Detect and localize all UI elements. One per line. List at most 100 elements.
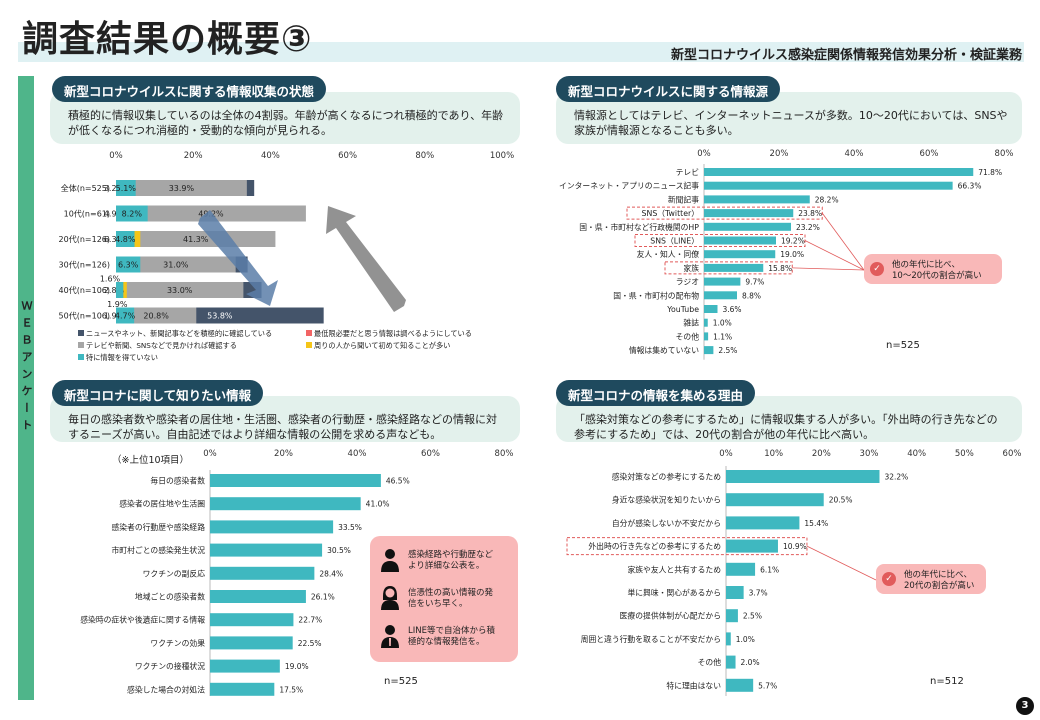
- data-label: 15.8%: [768, 264, 792, 273]
- sources-summary-text: 情報源としてはテレビ、インターネットニュースが多数。10～20代においては、SN…: [574, 109, 1008, 137]
- data-label: 1.0%: [736, 635, 755, 644]
- data-label: 31.0%: [163, 261, 189, 270]
- data-label: 2.0%: [741, 658, 760, 667]
- category-label: ワクチンの接種状況: [135, 661, 205, 671]
- data-label: 3.2%: [104, 184, 125, 193]
- x-tick-label: 80%: [415, 151, 434, 161]
- category-label: 地域ごとの感染者数: [135, 592, 205, 602]
- category-label: 毎日の感染者数: [150, 476, 205, 486]
- bar: [726, 493, 824, 507]
- x-tick-label: 0%: [203, 449, 217, 459]
- reasons-callout-line1: 他の年代に比べ、: [904, 570, 973, 580]
- bar: [210, 682, 275, 696]
- sources-heading: 新型コロナウイルスに関する情報源: [556, 76, 781, 102]
- bar: [704, 291, 737, 300]
- legend-label: 周りの人から聞いて初めて知ることが多い: [314, 341, 450, 350]
- data-label: 28.2%: [815, 195, 839, 204]
- x-tick-label: 60%: [338, 151, 357, 161]
- legend-swatch: [306, 330, 312, 336]
- voice-1-line1: 感染経路や行動歴など: [408, 550, 494, 560]
- category-label: 家族や友人と共有するため: [627, 564, 721, 574]
- bar: [704, 250, 776, 259]
- sources-callout: ✓ 他の年代に比べ、 10～20代の割合が高い: [864, 254, 1002, 284]
- category-label: 40代(n=106): [59, 285, 110, 295]
- data-label: 41.3%: [183, 235, 209, 244]
- reasons-summary-text: 「感染対策などの参考にするため」に情報収集する人が多い。「外出時の行き先などの参…: [574, 413, 998, 441]
- category-label: 家族: [683, 263, 699, 273]
- legend-label: 最低限必要だと思う情報は調べるようにしている: [314, 329, 472, 338]
- x-tick-label: 0%: [697, 149, 711, 159]
- category-label: インターネット・アプリのニュース記事: [559, 181, 699, 191]
- data-label: 33.5%: [338, 523, 362, 532]
- data-label: 8.8%: [742, 291, 761, 300]
- bar: [726, 678, 754, 692]
- category-label: 情報は集めていない: [629, 345, 699, 355]
- category-label: その他: [698, 657, 722, 667]
- x-tick-label: 60%: [421, 449, 440, 459]
- x-tick-label: 50%: [955, 449, 974, 459]
- x-tick-label: 10%: [764, 449, 783, 459]
- data-label: 3.7%: [749, 589, 768, 598]
- bar-segment: [116, 205, 148, 222]
- sidebar-strip: [18, 76, 34, 700]
- x-tick-label: 0%: [109, 151, 123, 161]
- voice-1: 感染経路や行動歴など より詳細な公表を。: [408, 550, 518, 572]
- bar: [210, 474, 381, 487]
- highlight-frame: [664, 261, 793, 275]
- category-label: 特に理由はない: [666, 680, 721, 690]
- x-tick-label: 20%: [184, 151, 203, 161]
- category-label: 感染対策などの参考にするため: [612, 472, 721, 482]
- wants-heading: 新型コロナに関して知りたい情報: [52, 380, 264, 406]
- category-label: 全体(n=525): [61, 183, 110, 193]
- reasons-callout-line2: 20代の割合が高い: [904, 581, 975, 591]
- bar: [704, 263, 764, 272]
- wants-chart: 0% 20% 40% 60% 80% 毎日の感染者数 46.5% 感染者の居住地や生活圏 41.…: [80, 449, 513, 696]
- data-label: 33.9%: [169, 184, 195, 193]
- x-tick-label: 40%: [348, 449, 367, 459]
- category-label: 50代(n=106): [59, 311, 110, 321]
- reasons-n: n=512: [930, 676, 964, 687]
- bar: [726, 539, 778, 553]
- trend-arrow-down: [198, 210, 278, 306]
- bar: [726, 609, 738, 623]
- sources-callout-line2: 10～20代の割合が高い: [892, 271, 982, 281]
- bar: [704, 332, 709, 341]
- category-label: 自分が感染しないか不安だから: [612, 518, 721, 528]
- data-label: 6.1%: [760, 565, 779, 574]
- data-label: 1.9%: [107, 300, 128, 309]
- bar: [704, 318, 708, 327]
- bar: [704, 181, 953, 190]
- category-label: 感染した場合の対処法: [127, 684, 205, 694]
- data-label: 8.2%: [122, 210, 143, 219]
- category-label: ワクチンの副反応: [143, 568, 206, 578]
- category-label: テレビ: [676, 168, 700, 177]
- legend-label: ニュースやネット、新聞記事などを積極的に確認している: [86, 329, 272, 338]
- bar: [704, 236, 776, 245]
- data-label: 20.5%: [829, 496, 853, 505]
- category-label: 外出時の行き先などの参考にするため: [588, 541, 721, 551]
- bar: [704, 222, 791, 231]
- category-label: SNS（LINE）: [650, 237, 699, 246]
- category-label: 感染時の症状や後遺症に関する情報: [80, 615, 205, 625]
- data-label: 19.0%: [780, 250, 804, 259]
- voice-2-line2: 信をいち早く。: [408, 599, 468, 609]
- category-label: 周囲と違う行動を取ることが不安だから: [581, 634, 721, 644]
- data-label: 3.6%: [723, 305, 742, 314]
- bar: [704, 209, 794, 218]
- sources-chart: 0% 20% 40% 60% 80% テレビ 71.8% インターネット・アプリのニュース記事…: [559, 149, 1014, 360]
- category-label: 感染者の行動歴や感染経路: [111, 522, 205, 532]
- data-label: 15.4%: [804, 519, 828, 528]
- data-label: 28.4%: [319, 569, 343, 578]
- bar-segment: [116, 307, 135, 324]
- data-label: 26.1%: [311, 593, 335, 602]
- category-label: 国・県・市町村の配布物: [613, 290, 699, 300]
- category-label: 国・県・市町村など行政機関のHP: [579, 222, 699, 232]
- data-label: 9.7%: [745, 278, 764, 287]
- reasons-chart: 0% 10% 20% 30% 40% 50% 60% 感染対策などの参考にするため 32.2% 身…: [566, 449, 1021, 696]
- data-label: 1.0%: [713, 319, 732, 328]
- bar: [726, 562, 756, 576]
- x-tick-label: 80%: [995, 149, 1014, 159]
- category-label: SNS（Twitter）: [642, 209, 699, 218]
- bar-segment: [116, 180, 136, 196]
- bar: [726, 586, 744, 599]
